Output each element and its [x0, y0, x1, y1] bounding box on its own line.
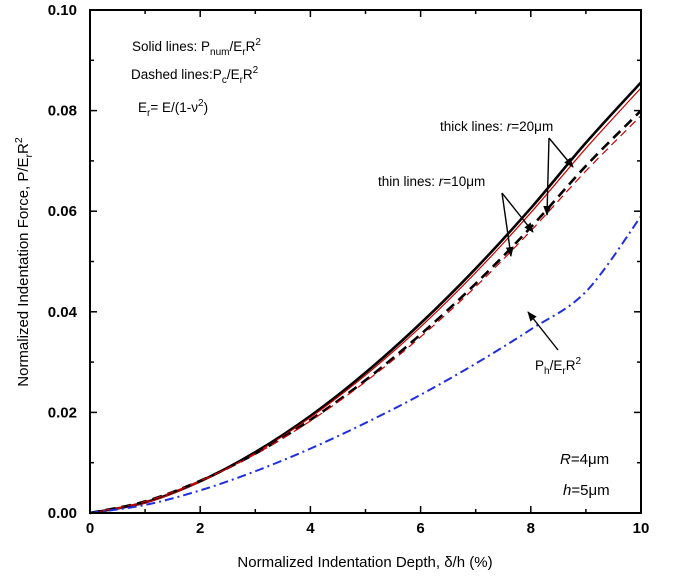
data-curves — [89, 81, 642, 515]
x-tick-label-8: 8 — [527, 520, 535, 537]
arrow-ph — [527, 311, 559, 351]
thickness-label: h=5μm — [563, 482, 610, 499]
thick-lines-note: thick lines: r=20μm — [440, 119, 553, 134]
arrow-thick-b — [543, 137, 552, 216]
x-tick-labels: 0 2 4 6 8 10 — [86, 520, 650, 537]
y-tick-label-0.00: 0.00 — [48, 505, 77, 522]
arrow-thin-b — [501, 192, 514, 257]
y-axis-label: Normalized Indentation Force, P/ErR2 — [13, 137, 35, 387]
x-tick-label-4: 4 — [306, 520, 315, 537]
annotation-arrows — [501, 137, 574, 351]
y-tick-label-0.06: 0.06 — [48, 203, 77, 220]
y-tick-label-0.02: 0.02 — [48, 404, 77, 421]
axis-ticks — [89, 9, 642, 514]
ph-label: Ph/ErR2 — [535, 356, 581, 377]
arrow-thin-a — [501, 192, 534, 233]
er-definition-note: Er= E/(1-ν2) — [138, 98, 208, 119]
series-line-dashdot — [89, 215, 642, 514]
plot-frame — [89, 9, 642, 514]
x-tick-label-10: 10 — [633, 520, 650, 537]
x-tick-label-2: 2 — [196, 520, 204, 537]
series-line-dashed-thick — [89, 109, 642, 515]
series-line-dashed-thin — [89, 115, 642, 514]
radius-label: R=4μm — [560, 451, 609, 468]
arrow-thick-a — [548, 137, 574, 168]
y-tick-label-0.08: 0.08 — [48, 103, 77, 120]
solid-lines-note: Solid lines: Pnum/ErR2 — [132, 37, 261, 58]
x-axis-label: Normalized Indentation Depth, δ/h (%) — [237, 554, 492, 571]
series-line-solid-thick — [89, 81, 642, 515]
y-tick-labels: 0.00 0.02 0.04 0.06 0.08 0.10 — [48, 2, 78, 522]
y-tick-label-0.04: 0.04 — [48, 304, 78, 321]
y-tick-label-0.10: 0.10 — [48, 2, 77, 19]
dashed-lines-note: Dashed lines:Pc/ErR2 — [131, 65, 259, 86]
thin-lines-note: thin lines: r=10μm — [378, 174, 485, 189]
x-tick-label-0: 0 — [86, 520, 94, 537]
series-line-solid-thin — [89, 87, 642, 514]
x-tick-label-6: 6 — [416, 520, 424, 537]
